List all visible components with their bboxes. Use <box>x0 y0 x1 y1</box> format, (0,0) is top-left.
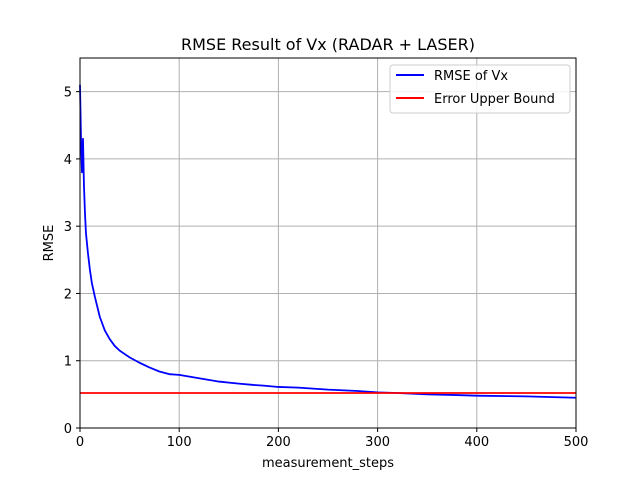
y-tick-label: 2 <box>64 287 72 302</box>
y-tick-label: 3 <box>64 220 72 235</box>
x-tick-label: 200 <box>266 435 291 450</box>
grid-lines <box>79 58 577 429</box>
series-lines <box>79 84 577 399</box>
plot-frame <box>79 57 577 429</box>
axis-ticks: 0 100 200 300 400 500 0 1 2 3 4 5 <box>64 86 589 450</box>
y-axis-label: RMSE <box>42 225 57 262</box>
x-tick-label: 0 <box>76 435 84 450</box>
x-tick-label: 300 <box>365 435 390 450</box>
y-tick-label: 0 <box>64 422 72 437</box>
x-tick-label: 500 <box>564 435 589 450</box>
chart-title: RMSE Result of Vx (RADAR + LASER) <box>181 35 475 54</box>
y-tick-label: 1 <box>64 355 72 370</box>
legend-label-rmse: RMSE of Vx <box>434 69 508 84</box>
x-axis-label: measurement_steps <box>262 456 394 471</box>
y-tick-label: 4 <box>64 153 72 168</box>
legend-label-upper-bound: Error Upper Bound <box>434 92 555 107</box>
x-tick-label: 100 <box>167 435 192 450</box>
x-tick-label: 400 <box>464 435 489 450</box>
legend-box <box>389 64 571 114</box>
legend: RMSE of Vx Error Upper Bound <box>389 64 571 114</box>
y-tick-label: 5 <box>64 86 72 101</box>
